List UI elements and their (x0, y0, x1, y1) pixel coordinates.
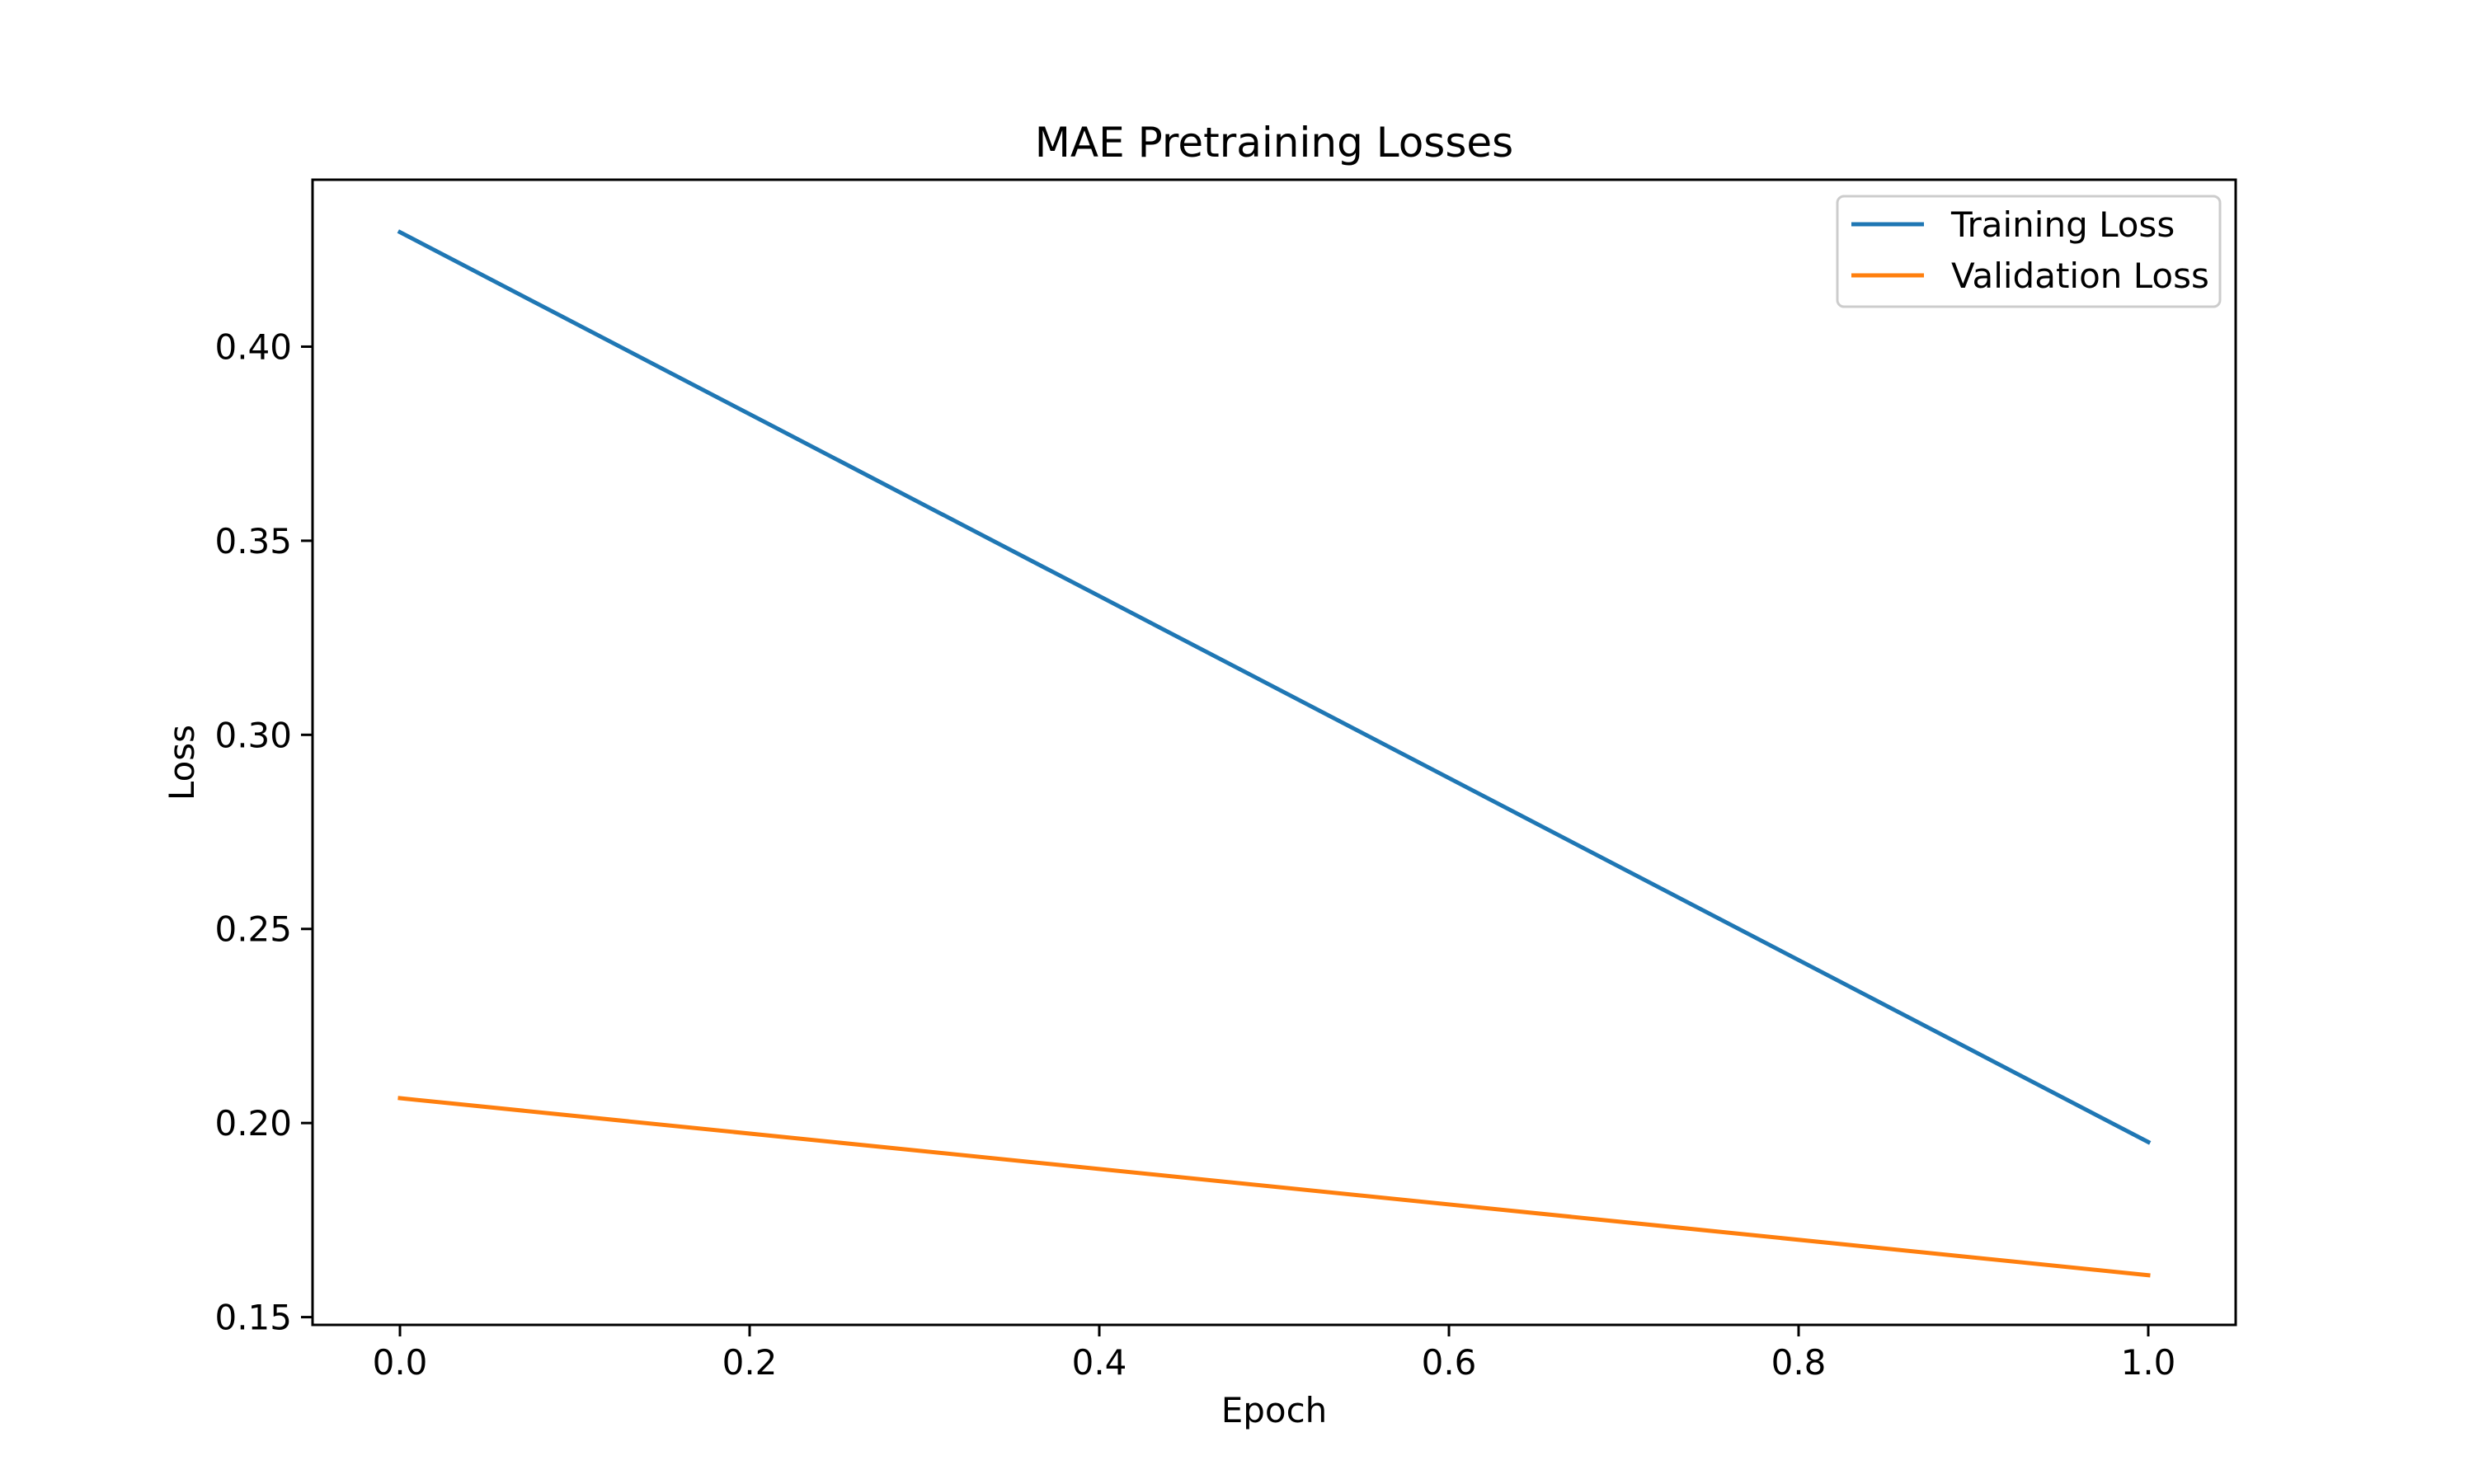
x-tick-label: 1.0 (2121, 1342, 2176, 1383)
series-line-1 (397, 229, 2152, 1145)
legend-items: Training Loss Validation Loss (1851, 204, 2209, 296)
legend-label-2: Validation Loss (1951, 256, 2209, 296)
legend-box (1836, 195, 2222, 308)
x-tick-label: 0.6 (1422, 1342, 1477, 1383)
y-tick-label: 0.25 (214, 909, 292, 950)
legend-label-1: Training Loss (1950, 204, 2175, 245)
y-axis-ticks: 0.15 0.20 0.25 0.30 0.35 0.40 (214, 326, 313, 1338)
chart-title: MAE Pretraining Losses (1035, 119, 1513, 167)
series-line-2 (397, 1096, 2151, 1278)
x-tick-label: 0.8 (1771, 1342, 1827, 1383)
y-tick-label: 0.15 (214, 1298, 292, 1338)
x-tick-label: 0.2 (722, 1342, 778, 1383)
y-tick-label: 0.40 (214, 326, 292, 367)
legend: Training Loss Validation Loss (1836, 195, 2222, 308)
x-tick-label: 0.0 (373, 1342, 428, 1383)
x-axis-ticks: 0.0 0.2 0.4 0.6 0.8 1.0 (373, 1325, 2176, 1383)
y-tick-label: 0.20 (214, 1103, 292, 1144)
y-tick-label: 0.35 (214, 521, 292, 561)
series-layer (397, 229, 2152, 1278)
y-axis-title: Loss (162, 725, 202, 801)
plot-area: 0.0 0.2 0.4 0.6 0.8 1.0 0.150.200.250.300.350… (214, 178, 2237, 1383)
y-tick-label: 0.30 (214, 715, 292, 755)
plot-frame (311, 178, 2237, 1327)
x-tick-label: 0.4 (1072, 1342, 1127, 1383)
x-axis-title: Epoch (1221, 1390, 1328, 1430)
